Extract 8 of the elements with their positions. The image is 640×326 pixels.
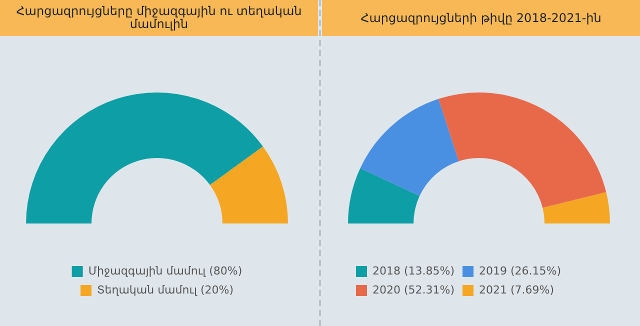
legend-label: Միջազգային մամուլ (80%)	[88, 264, 242, 278]
legend-label: 2021 (7.69%)	[479, 283, 554, 296]
legend-label: Տեղական մամուլ (20%)	[97, 283, 234, 296]
chart-title: Հարցազրույցները միջազգային ու տեղական մամուլին	[0, 0, 318, 36]
legend-label: 2020 (52.31%)	[372, 283, 455, 296]
legend-label: 2018 (13.85%)	[372, 264, 455, 278]
chart-title: Հարցազրույցների թիվը 2018-2021-ին	[322, 0, 640, 36]
legend-label: 2019 (26.15%)	[479, 264, 562, 278]
